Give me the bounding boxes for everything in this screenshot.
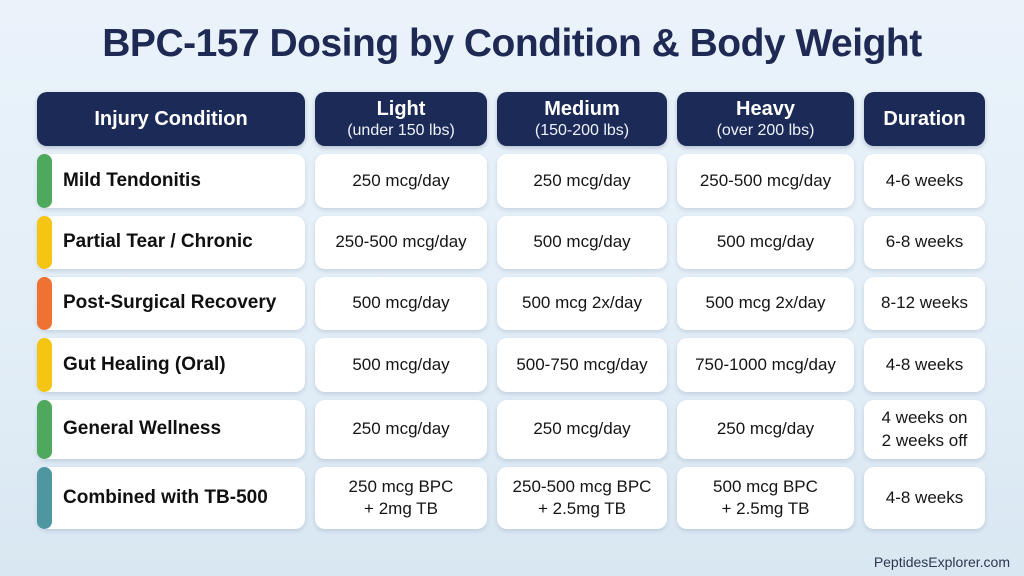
- duration-cell: 8-12 weeks: [864, 277, 985, 330]
- row-accent-bar: [37, 154, 52, 208]
- dose-value: 500 mcg/day: [533, 232, 631, 252]
- dose-value: 250-500 mcg/day: [335, 232, 467, 252]
- duration-cell: 4-6 weeks: [864, 154, 985, 208]
- row-accent-bar: [37, 277, 52, 330]
- dose-value: 250-500 mcg/day: [699, 170, 832, 190]
- condition-cell: Combined with TB-500: [37, 467, 305, 529]
- dose-value: 500-750 mcg/day: [516, 354, 648, 374]
- column-header-injury-condition: Injury Condition: [37, 92, 305, 146]
- dose-value: 250 mcg/day: [533, 170, 631, 190]
- dose-cell-heavy: 250 mcg/day: [677, 400, 854, 459]
- dose-value: 750-1000 mcg/day: [695, 354, 836, 374]
- row-accent-bar: [37, 400, 52, 459]
- column-header-label: Injury Condition: [94, 107, 248, 130]
- dose-value: 250-500 mcg BPC + 2.5mg TB: [512, 476, 652, 518]
- dose-cell-heavy: 750-1000 mcg/day: [677, 338, 854, 392]
- dose-value: 500 mcg 2x/day: [521, 293, 642, 313]
- source-credit: PeptidesExplorer.com: [873, 554, 1010, 570]
- duration-value: 6-8 weeks: [885, 232, 964, 252]
- condition-label: Gut Healing (Oral): [63, 353, 226, 375]
- dose-cell-light: 250 mcg/day: [315, 154, 487, 208]
- dose-cell-light: 250-500 mcg/day: [315, 216, 487, 269]
- duration-value: 4 weeks on 2 weeks off: [881, 408, 968, 450]
- condition-cell: General Wellness: [37, 400, 305, 459]
- column-header-light: Light (under 150 lbs): [315, 92, 487, 146]
- dose-cell-light: 250 mcg BPC + 2mg TB: [315, 467, 487, 529]
- dose-value: 500 mcg/day: [352, 293, 450, 313]
- dose-cell-medium: 500-750 mcg/day: [497, 338, 667, 392]
- dose-value: 250 mcg/day: [352, 170, 450, 190]
- condition-cell: Gut Healing (Oral): [37, 338, 305, 392]
- column-header-duration: Duration: [864, 92, 985, 146]
- column-header-medium: Medium (150-200 lbs): [497, 92, 667, 146]
- dose-cell-heavy: 500 mcg/day: [677, 216, 854, 269]
- duration-cell: 4 weeks on 2 weeks off: [864, 400, 985, 459]
- dose-cell-light: 500 mcg/day: [315, 338, 487, 392]
- page-title: BPC-157 Dosing by Condition & Body Weigh…: [102, 22, 922, 65]
- dose-value: 250 mcg/day: [716, 419, 815, 439]
- condition-label: Mild Tendonitis: [63, 169, 201, 191]
- dose-value: 500 mcg 2x/day: [705, 293, 826, 313]
- dose-cell-light: 250 mcg/day: [315, 400, 487, 459]
- condition-label: Partial Tear / Chronic: [63, 231, 253, 253]
- duration-value: 4-8 weeks: [885, 487, 964, 507]
- condition-label: Post-Surgical Recovery: [63, 292, 277, 314]
- dose-cell-heavy: 500 mcg BPC + 2.5mg TB: [677, 467, 854, 529]
- duration-cell: 4-8 weeks: [864, 467, 985, 529]
- dose-cell-medium: 250-500 mcg BPC + 2.5mg TB: [497, 467, 667, 529]
- condition-cell: Mild Tendonitis: [37, 154, 305, 208]
- dose-cell-heavy: 250-500 mcg/day: [677, 154, 854, 208]
- condition-cell: Partial Tear / Chronic: [37, 216, 305, 269]
- dose-value: 500 mcg BPC + 2.5mg TB: [713, 476, 818, 518]
- dose-cell-light: 500 mcg/day: [315, 277, 487, 330]
- duration-value: 4-6 weeks: [885, 170, 964, 190]
- duration-value: 8-12 weeks: [881, 293, 968, 313]
- dosing-table: Injury Condition Light (under 150 lbs) M…: [37, 92, 985, 529]
- dose-cell-medium: 500 mcg/day: [497, 216, 667, 269]
- column-header-label: Heavy: [736, 97, 795, 120]
- dose-value: 500 mcg/day: [716, 232, 815, 252]
- condition-label: General Wellness: [63, 418, 222, 440]
- duration-cell: 6-8 weeks: [864, 216, 985, 269]
- dose-value: 250 mcg/day: [533, 419, 631, 439]
- row-accent-bar: [37, 338, 52, 392]
- column-header-sub: (over 200 lbs): [716, 121, 815, 139]
- dose-value: 250 mcg/day: [352, 419, 450, 439]
- row-accent-bar: [37, 216, 52, 269]
- dose-value: 250 mcg BPC + 2mg TB: [348, 476, 454, 518]
- row-accent-bar: [37, 467, 52, 529]
- column-header-sub: (150-200 lbs): [534, 121, 630, 139]
- dose-cell-heavy: 500 mcg 2x/day: [677, 277, 854, 330]
- dose-cell-medium: 500 mcg 2x/day: [497, 277, 667, 330]
- column-header-heavy: Heavy (over 200 lbs): [677, 92, 854, 146]
- duration-cell: 4-8 weeks: [864, 338, 985, 392]
- dose-cell-medium: 250 mcg/day: [497, 400, 667, 459]
- condition-label: Combined with TB-500: [63, 486, 268, 508]
- column-header-label: Light: [376, 97, 426, 120]
- column-header-sub: (under 150 lbs): [347, 121, 455, 139]
- column-header-label: Duration: [883, 107, 966, 130]
- dose-cell-medium: 250 mcg/day: [497, 154, 667, 208]
- duration-value: 4-8 weeks: [885, 354, 964, 374]
- column-header-label: Medium: [544, 97, 620, 120]
- dose-value: 500 mcg/day: [352, 354, 450, 374]
- condition-cell: Post-Surgical Recovery: [37, 277, 305, 330]
